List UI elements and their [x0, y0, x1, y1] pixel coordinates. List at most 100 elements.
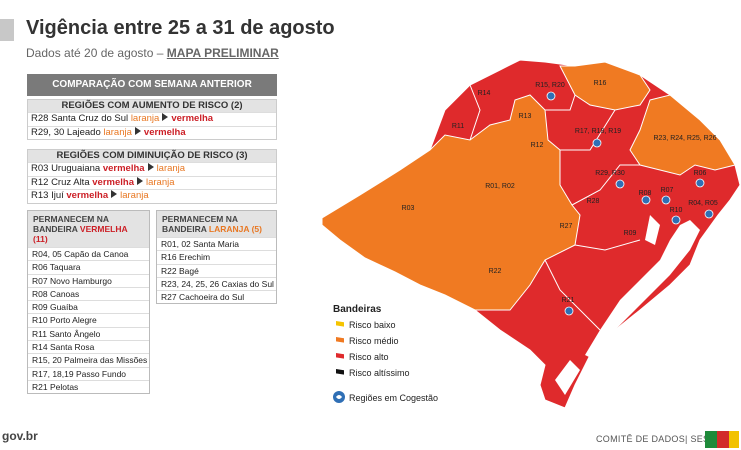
- region-label: R08: [639, 190, 652, 197]
- region: R28 Santa Cruz do Sul: [31, 113, 129, 124]
- legend-label: Risco altíssimo: [349, 368, 410, 378]
- subtitle-text: Dados até 20 de agosto –: [26, 46, 164, 60]
- region-label: R14: [478, 90, 491, 97]
- region-label: R28: [587, 198, 600, 205]
- map-labels: R15, R20 R16 R14 R11 R13 R12 R17, R18, R19 R23,…: [402, 80, 718, 304]
- region-item: R23, 24, 25, 26 Caxias do Sul: [157, 276, 276, 290]
- change-row: R13 Ijuí vermelha laranja: [28, 189, 276, 203]
- flag-yellow: [729, 431, 739, 448]
- region-label: R09: [624, 230, 637, 237]
- from-flag: vermelha: [102, 163, 145, 174]
- region-item: R06 Taquara: [28, 260, 149, 273]
- region-item: R14 Santa Rosa: [28, 340, 149, 353]
- border: [571, 164, 640, 206]
- arrow: [111, 190, 118, 198]
- to-flag: laranja: [156, 163, 186, 174]
- region-label: R03: [402, 205, 415, 212]
- cogestao-icon: [564, 306, 574, 316]
- change-row: R12 Cruz Alta vermelha laranja: [28, 175, 276, 190]
- change-row: R03 Uruguaiana vermelha laranja: [28, 162, 276, 176]
- arrow: [162, 113, 169, 121]
- flag-green: [705, 431, 717, 448]
- title-bar: [0, 19, 14, 41]
- region: R03 Uruguaiana: [31, 163, 101, 174]
- legend-swatch: [336, 369, 344, 375]
- footer-credit: COMITÊ DE DADOS| SES: [596, 434, 710, 444]
- region-item: R21 Pelotas: [28, 379, 149, 393]
- region-label: R06: [694, 170, 707, 177]
- heading-prefix: BANDEIRA: [33, 224, 78, 234]
- region-item: R07 Novo Hamburgo: [28, 273, 149, 287]
- footer-site: gov.br: [2, 429, 38, 443]
- box-heading: PERMANECEM NA BANDEIRA VERMELHA (11): [28, 211, 149, 247]
- border: [574, 239, 641, 251]
- from-flag: laranja: [130, 113, 160, 124]
- lagoon: [645, 215, 660, 245]
- remain-orange: PERMANECEM NA BANDEIRA LARANJA (5) R01, 0…: [156, 210, 277, 305]
- cogestao-icons: [546, 91, 714, 316]
- legend-swatch: [336, 353, 344, 359]
- region-item: R01, 02 Santa Maria: [157, 237, 276, 250]
- to-flag: vermelha: [143, 126, 186, 138]
- to-flag: vermelha: [171, 113, 214, 124]
- cogestao-icon: [333, 391, 345, 403]
- arrow: [147, 163, 154, 171]
- decrease-section: REGIÕES COM DIMINUIÇÃO DE RISCO (3) R03 U…: [27, 149, 277, 204]
- subtitle-link[interactable]: MAPA PRELIMINAR: [166, 46, 279, 60]
- to-flag: laranja: [120, 190, 149, 201]
- region-label: R01, R02: [485, 183, 515, 190]
- border: [469, 84, 481, 141]
- region-label: R21: [562, 297, 575, 304]
- region-item: R08 Canoas: [28, 286, 149, 300]
- arrow: [134, 126, 141, 135]
- cogestao-icon: [661, 195, 671, 205]
- region-item: R10 Porto Alegre: [28, 313, 149, 326]
- icon-mark: [336, 395, 342, 399]
- border: [544, 259, 601, 331]
- change-row: R28 Santa Cruz do Sul laranja vermelha: [28, 112, 276, 126]
- region-label: R11: [452, 123, 464, 130]
- heading-prefix: BANDEIRA: [162, 224, 207, 234]
- flag-red: [717, 431, 729, 448]
- heading-line: PERMANECEM NA: [33, 214, 110, 224]
- border: [545, 94, 576, 111]
- from-flag: laranja: [103, 126, 132, 138]
- region-orange-northeast: [629, 94, 736, 176]
- region-item: R04, 05 Capão da Canoa: [28, 247, 149, 260]
- comparison-title: COMPARAÇÃO COM SEMANA ANTERIOR: [27, 74, 277, 96]
- heading-flag: VERMELHA (11): [33, 224, 128, 244]
- to-flag: laranja: [146, 176, 175, 188]
- from-flag: vermelha: [66, 190, 109, 201]
- region-item: R11 Santo Ângelo: [28, 326, 149, 340]
- cogestao-icon: [592, 138, 602, 148]
- legend-swatch: [336, 321, 344, 327]
- lagoon: [555, 360, 580, 395]
- cogestao-icon: [615, 179, 625, 189]
- increase-section: REGIÕES COM AUMENTO DE RISCO (2) R28 Sant…: [27, 99, 277, 140]
- region-label: R12: [531, 142, 544, 149]
- from-flag: vermelha: [92, 176, 134, 188]
- region-label: R04, R05: [688, 200, 718, 207]
- region-label: R07: [661, 187, 674, 194]
- heading-line: PERMANECEM NA: [162, 214, 239, 224]
- legend-label: Risco baixo: [349, 320, 396, 330]
- region-label: R22: [489, 268, 502, 275]
- section-heading: REGIÕES COM DIMINUIÇÃO DE RISCO (3): [28, 150, 276, 162]
- cogestao-icon: [546, 91, 556, 101]
- region: R12 Cruz Alta: [31, 176, 90, 188]
- cogestao-icon: [641, 195, 651, 205]
- lagoon: [585, 220, 700, 360]
- cogestao-icon: [695, 178, 705, 188]
- region-borders: [469, 84, 641, 331]
- legend-cogestao: Regiões em Cogestão: [349, 393, 439, 403]
- region-label: R27: [560, 223, 573, 230]
- subtitle: Dados até 20 de agosto – MAPA PRELIMINAR: [26, 46, 279, 60]
- region-label: R13: [519, 113, 532, 120]
- region-orange-west: [321, 94, 581, 311]
- legend-title: Bandeiras: [333, 304, 382, 315]
- region-label: R10: [670, 207, 683, 214]
- border: [560, 109, 616, 151]
- region-label: R17, R18, R19: [575, 128, 621, 135]
